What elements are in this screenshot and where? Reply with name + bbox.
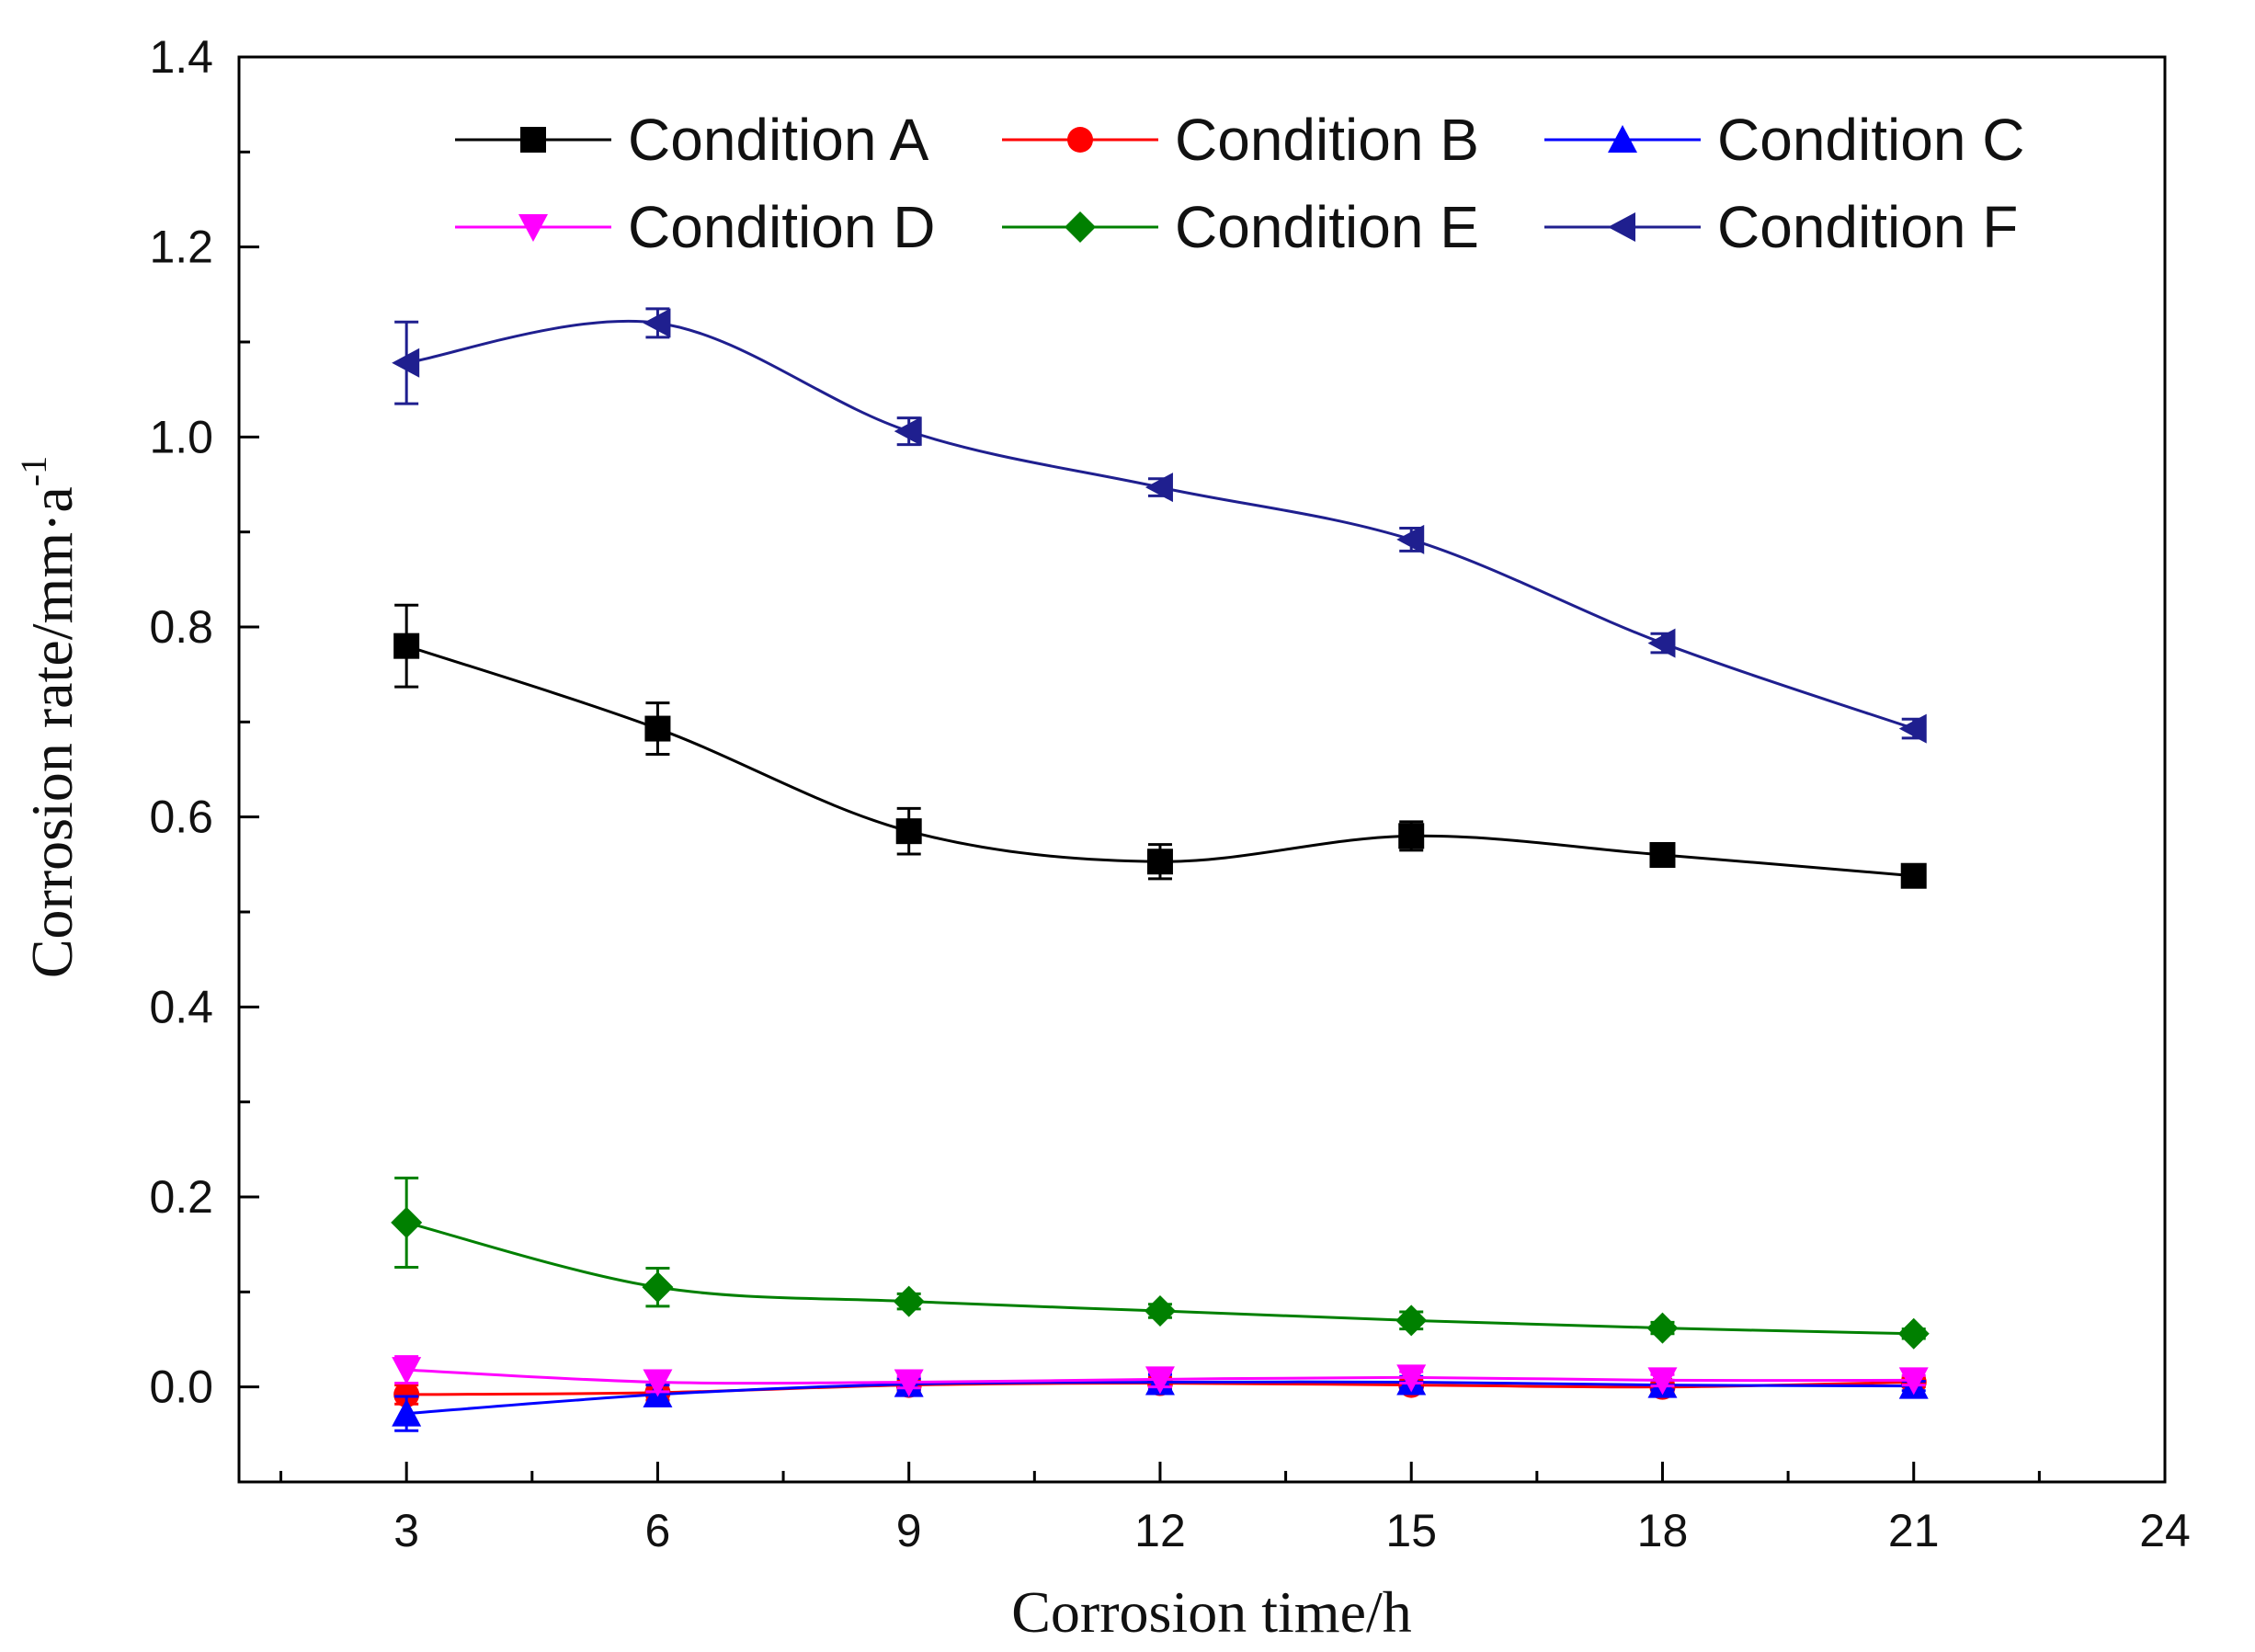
data-point: [392, 1357, 422, 1385]
x-axis-title-group: Corrosion time/h: [1011, 1579, 1412, 1645]
y-tick-label: 0.8: [149, 601, 213, 653]
x-tick-label: 3: [393, 1505, 419, 1556]
legend-marker: [1608, 125, 1637, 153]
data-point: [1647, 1367, 1678, 1396]
y-axis-title-group: Corrosion rate/mm·a-1: [13, 456, 85, 978]
data-point: [1900, 862, 1927, 889]
legend-item-condition-b: Condition B: [1002, 107, 1479, 173]
legend-marker: [520, 127, 546, 153]
legend-label: Condition D: [628, 194, 935, 260]
legend-label: Condition E: [1175, 194, 1479, 260]
x-tick-label: 9: [896, 1505, 922, 1556]
data-point: [1398, 823, 1425, 849]
data-point: [1396, 524, 1425, 554]
data-point: [1145, 1366, 1175, 1395]
data-point: [1647, 628, 1676, 658]
y-axis-title: Corrosion rate/mm·a-1: [13, 456, 85, 978]
data-point: [642, 1271, 674, 1304]
legend-item-condition-a: Condition A: [455, 107, 929, 173]
y-ticks: 0.0 0.2 0.4 0.6 0.8 1.0 1.2 1.4: [149, 31, 259, 1484]
series-line-condition-f: [405, 319, 1915, 730]
y-tick-label: 0.4: [149, 981, 213, 1032]
legend-item-condition-f: Condition F: [1544, 194, 2018, 260]
legend-label: Condition A: [628, 107, 929, 173]
y-tick-label: 1.4: [149, 31, 213, 83]
data-point: [1144, 1295, 1176, 1327]
y-tick-label: 0.0: [149, 1361, 213, 1413]
legend-marker: [1065, 211, 1096, 243]
plot-layer: 3 6 9 12 15 18 21 24 0.0 0.2 0.4 0.6 0.8 1.0 1.2 1.4 Con…: [149, 31, 2190, 1556]
data-point: [393, 632, 420, 659]
data-point: [1146, 849, 1173, 875]
data-point: [894, 416, 922, 447]
x-tick-label: 6: [645, 1505, 671, 1556]
y-axis-title-superscript: -1: [13, 456, 54, 486]
data-point: [391, 1206, 423, 1238]
x-axis-title: Corrosion time/h: [1011, 1579, 1412, 1645]
data-point: [1396, 1364, 1427, 1393]
legend-marker: [518, 214, 548, 242]
data-point: [392, 347, 420, 378]
y-axis-title-main: Corrosion rate/mm·a: [19, 486, 85, 978]
data-point: [1145, 473, 1173, 503]
y-tick-label: 0.2: [149, 1171, 213, 1223]
data-point: [392, 1398, 422, 1427]
data-point: [393, 1381, 420, 1407]
x-tick-label: 15: [1385, 1505, 1437, 1556]
legend-label: Condition F: [1717, 194, 2018, 260]
legend-label: Condition C: [1717, 107, 2024, 173]
data-point: [1646, 1312, 1679, 1344]
data-point: [643, 308, 671, 338]
legend-marker: [1067, 127, 1093, 153]
legend-item-condition-c: Condition C: [1544, 107, 2024, 173]
data-point: [1898, 1367, 1929, 1396]
y-tick-label: 1.2: [149, 222, 213, 273]
x-tick-label: 21: [1888, 1505, 1940, 1556]
y-tick-label: 1.0: [149, 411, 213, 462]
data-point: [895, 818, 922, 845]
series-condition-e: [391, 1176, 1930, 1350]
x-tick-label: 12: [1134, 1505, 1186, 1556]
data-point: [1395, 1305, 1428, 1337]
legend: Condition A Condition B Condition C Conditi…: [455, 107, 2024, 260]
legend-marker: [1608, 212, 1635, 242]
x-ticks: 3 6 9 12 15 18 21 24: [279, 1462, 2191, 1556]
data-point: [893, 1285, 925, 1317]
data-point: [1898, 713, 1927, 744]
series-condition-f: [392, 307, 1927, 744]
series-condition-a: [393, 603, 1927, 889]
y-tick-label: 0.6: [149, 792, 213, 843]
plot-frame: [237, 55, 2167, 1484]
legend-label: Condition B: [1175, 107, 1479, 173]
data-point: [894, 1369, 924, 1397]
data-point: [643, 1369, 673, 1397]
x-tick-label: 24: [2139, 1505, 2191, 1556]
data-point: [1897, 1317, 1930, 1350]
x-tick-label: 18: [1637, 1505, 1689, 1556]
data-point: [1649, 842, 1676, 868]
legend-item-condition-e: Condition E: [1002, 194, 1479, 260]
data-point: [644, 715, 671, 742]
legend-item-condition-d: Condition D: [455, 194, 935, 260]
series-line-condition-a: [405, 644, 1914, 878]
series-condition-d: [392, 1355, 1929, 1397]
